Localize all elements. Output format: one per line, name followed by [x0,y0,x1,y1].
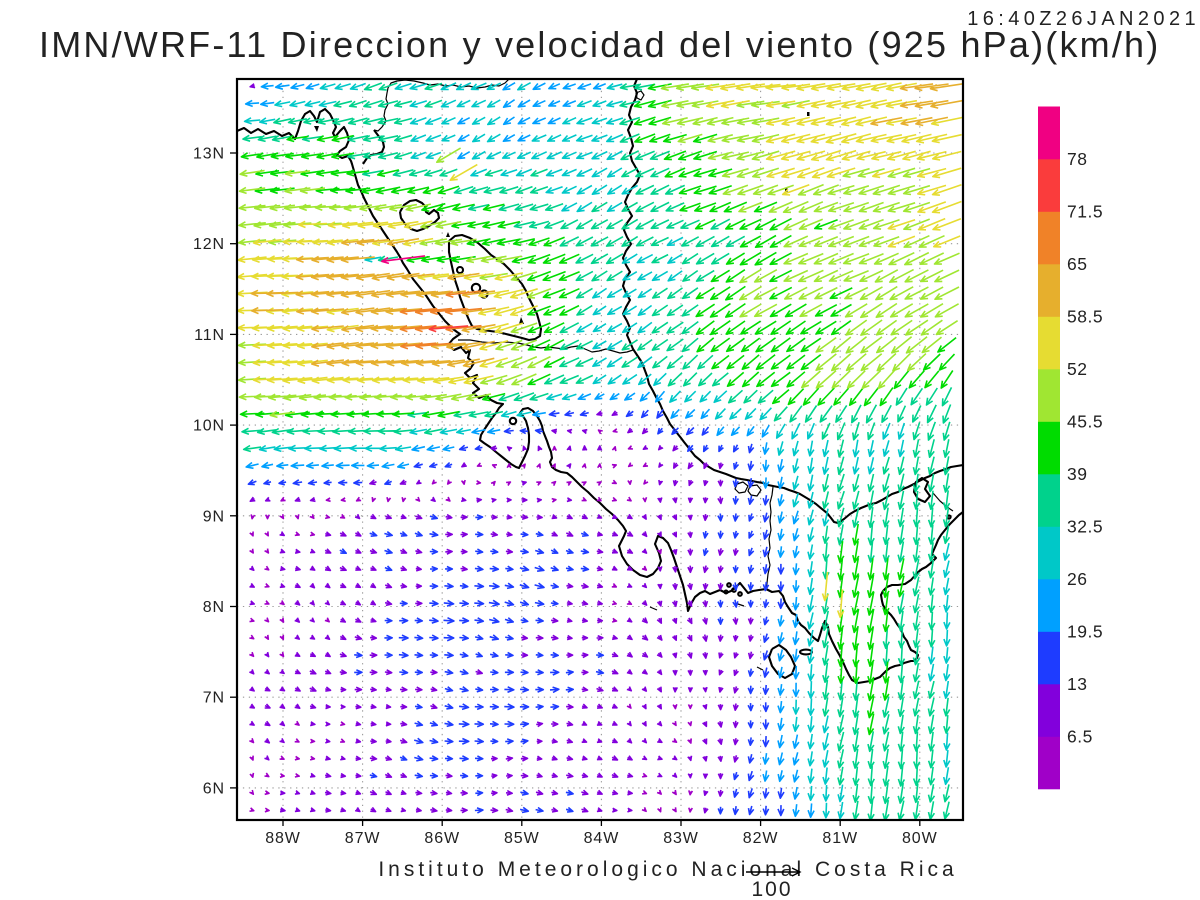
svg-text:16:40Z26JAN2021: 16:40Z26JAN2021 [967,8,1200,30]
svg-text:32.5: 32.5 [1067,517,1103,537]
svg-text:19.5: 19.5 [1067,622,1103,642]
svg-text:13N: 13N [193,146,225,163]
svg-text:52: 52 [1067,359,1087,379]
svg-text:13: 13 [1067,674,1087,694]
svg-text:11N: 11N [194,327,225,344]
svg-text:26: 26 [1067,569,1087,589]
svg-text:IMN/WRF-11 Direccion y velocid: IMN/WRF-11 Direccion y velocidad del vie… [39,24,1160,65]
svg-text:87W: 87W [345,830,381,847]
svg-text:7N: 7N [203,690,225,707]
svg-text:58.5: 58.5 [1067,307,1103,327]
svg-text:83W: 83W [663,830,699,847]
svg-text:6.5: 6.5 [1067,727,1093,747]
svg-text:Instituto Meteorologico Nacion: Instituto Meteorologico Nacional Costa R… [378,858,957,881]
svg-text:78: 78 [1067,149,1087,169]
svg-text:82W: 82W [743,830,779,847]
svg-text:88W: 88W [265,830,301,847]
svg-text:12N: 12N [193,236,225,253]
svg-text:8N: 8N [203,599,225,616]
svg-text:45.5: 45.5 [1067,412,1103,432]
svg-text:65: 65 [1067,254,1087,274]
svg-text:80W: 80W [902,830,938,847]
svg-text:85W: 85W [504,830,540,847]
svg-text:71.5: 71.5 [1067,202,1103,222]
svg-text:6N: 6N [203,780,225,797]
svg-text:10N: 10N [193,418,225,435]
svg-text:39: 39 [1067,464,1087,484]
svg-text:100: 100 [751,878,792,900]
svg-text:86W: 86W [424,830,460,847]
svg-text:9N: 9N [203,508,225,525]
svg-text:84W: 84W [584,830,620,847]
svg-text:81W: 81W [822,830,858,847]
